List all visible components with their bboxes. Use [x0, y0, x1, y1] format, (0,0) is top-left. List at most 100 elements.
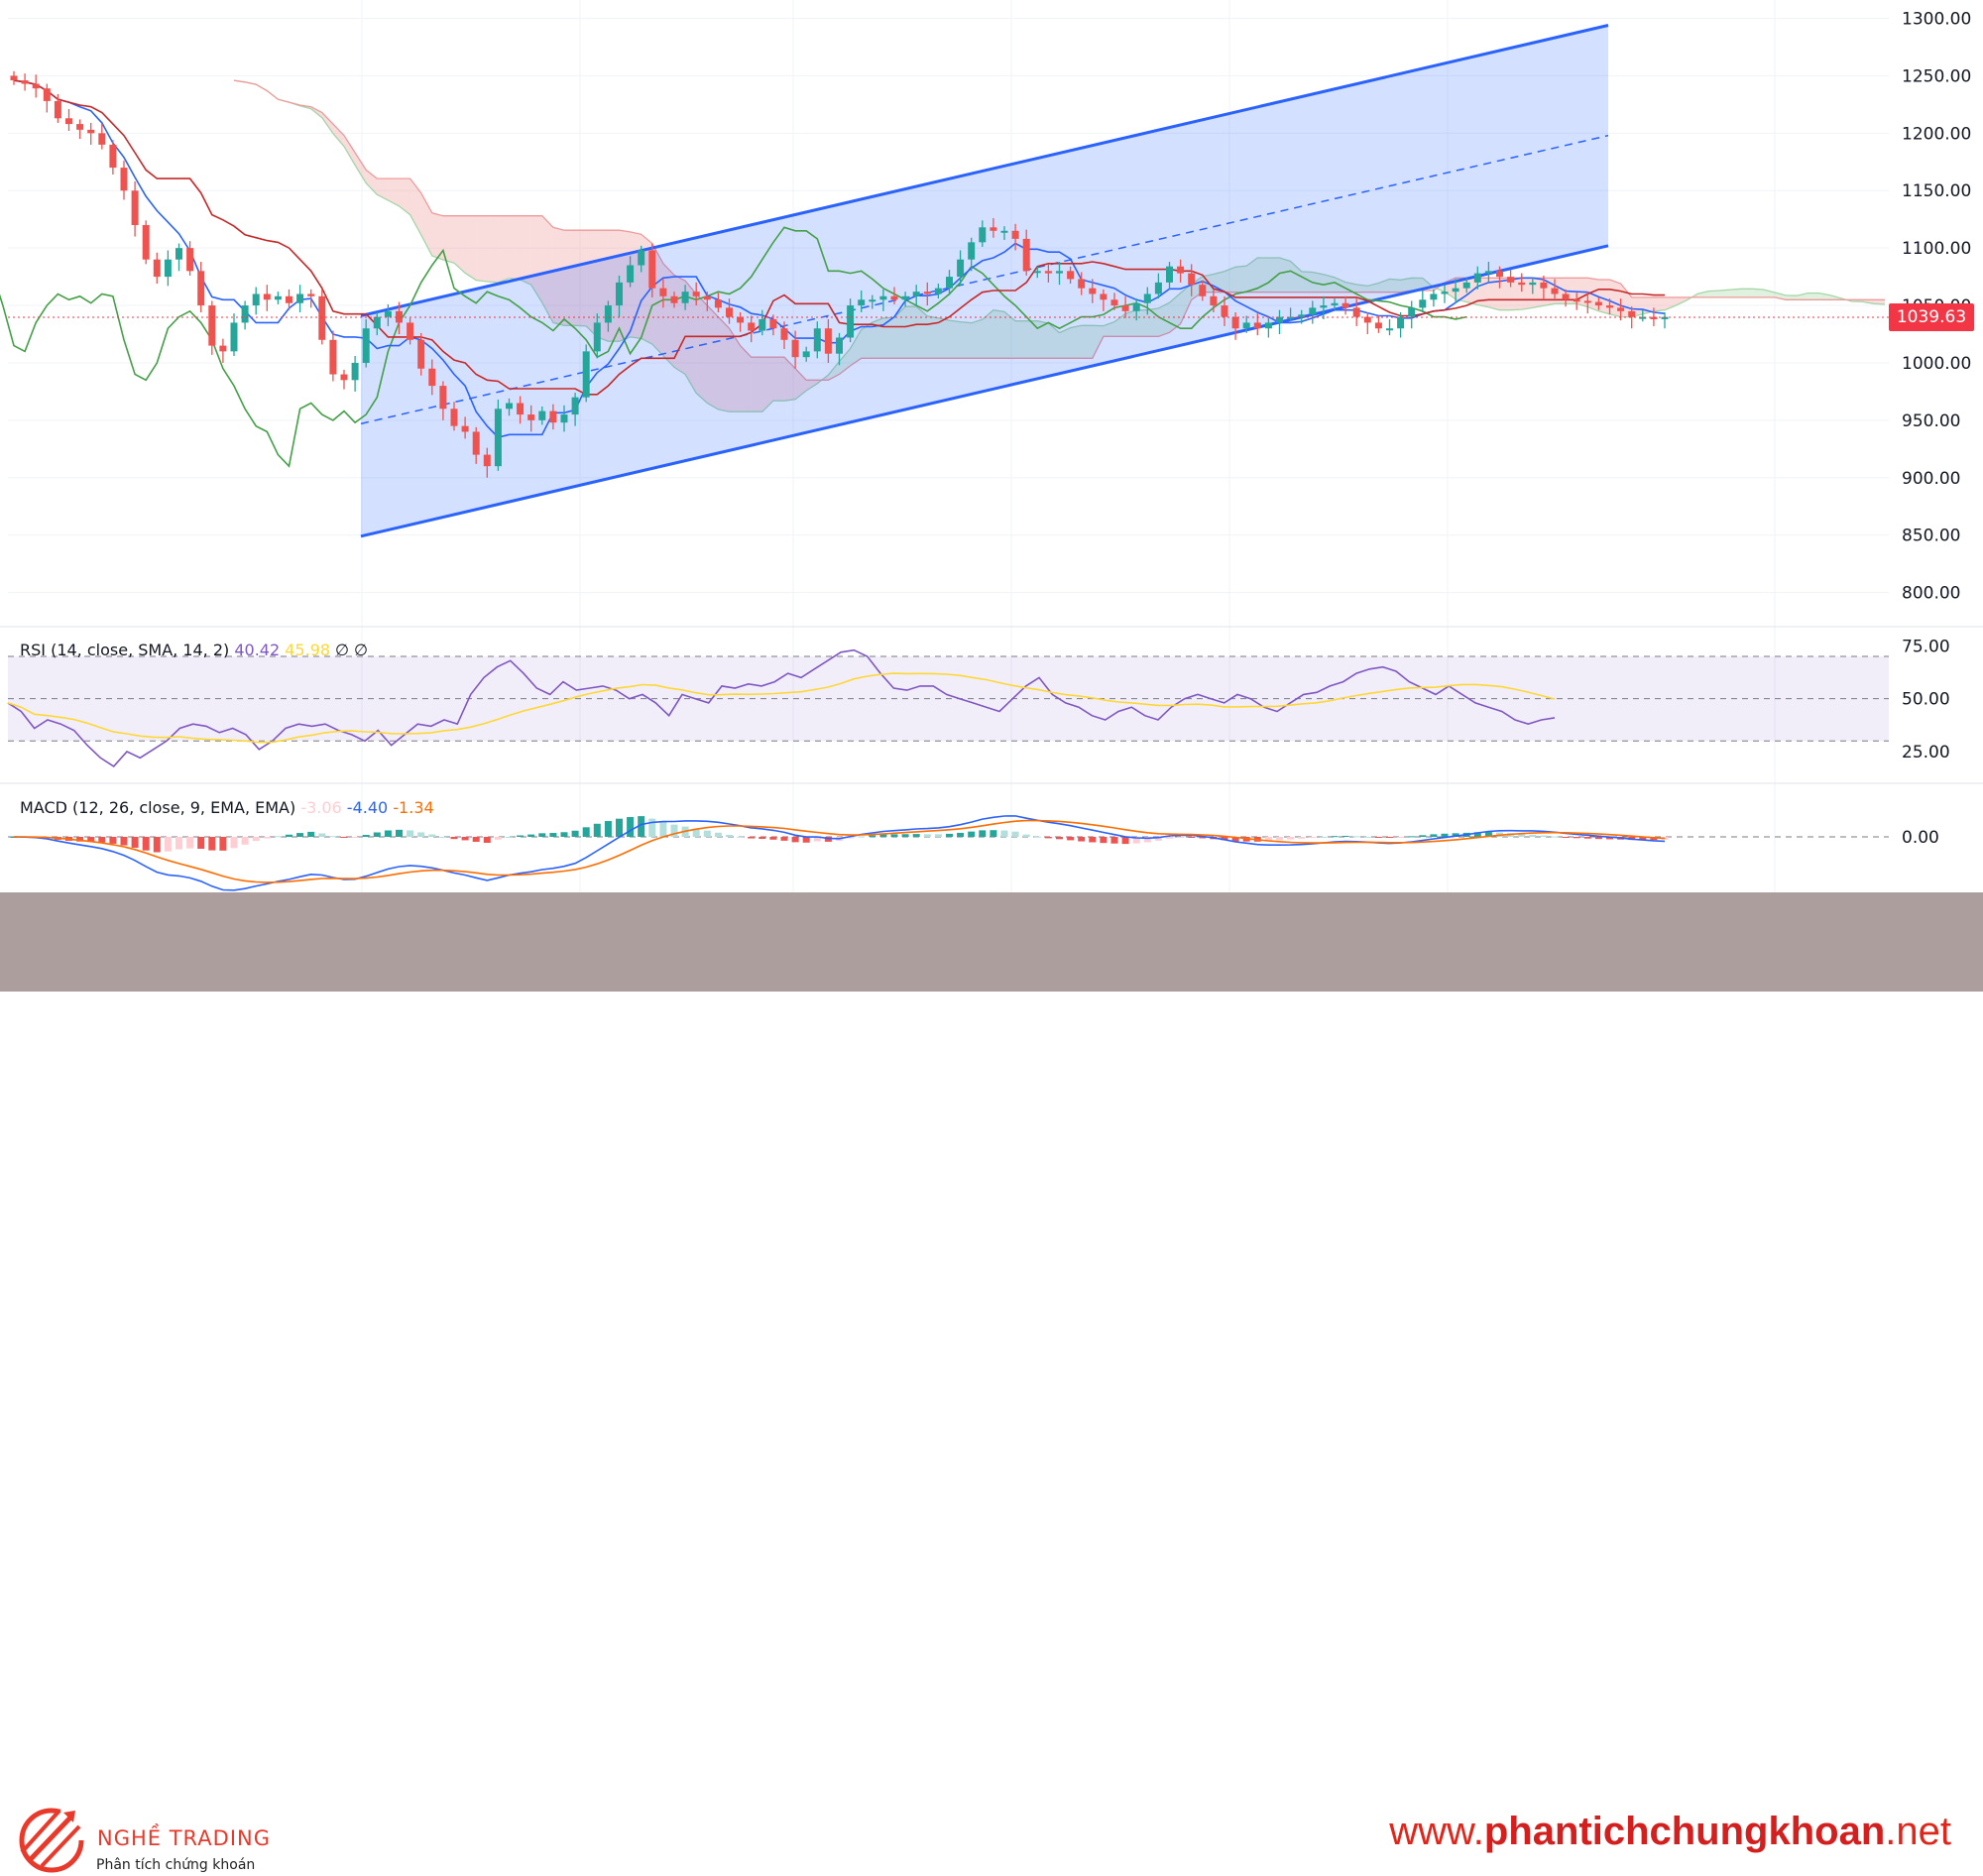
- chart-svg[interactable]: 1300.001250.001200.001150.001100.001050.…: [0, 0, 1983, 892]
- macd-histogram-bar: [1639, 837, 1647, 841]
- candle-body: [879, 295, 887, 300]
- ichimoku-cloud-segment: [1510, 278, 1522, 310]
- ichimoku-cloud-segment: [1312, 272, 1324, 293]
- macd-histogram-bar: [1529, 834, 1537, 837]
- macd-histogram-bar: [362, 835, 370, 837]
- ichimoku-cloud-segment: [1004, 311, 1016, 359]
- candle-body: [54, 100, 61, 119]
- macd-histogram-bar: [1518, 834, 1526, 837]
- ichimoku-cloud-segment: [992, 309, 1004, 359]
- macd-histogram-bar: [560, 832, 568, 837]
- candle-body: [1496, 271, 1503, 278]
- macd-histogram-bar: [1452, 833, 1459, 837]
- macd-histogram-bar: [627, 817, 635, 837]
- brand-tagline: Phân tích chứng khoán: [96, 1857, 256, 1873]
- macd-histogram-bar: [670, 824, 678, 837]
- macd-histogram-bar: [450, 837, 458, 840]
- candle-body: [670, 295, 678, 303]
- macd-histogram-bar: [230, 837, 238, 849]
- macd-histogram-bar: [703, 830, 711, 837]
- ichimoku-cloud-segment: [530, 215, 542, 303]
- candle-body: [329, 339, 337, 375]
- macd-histogram-bar: [1331, 836, 1339, 838]
- candle-body: [549, 410, 557, 423]
- candle-body: [43, 88, 51, 101]
- candle-body: [1011, 230, 1019, 239]
- macd-histogram-bar: [912, 834, 920, 837]
- ichimoku-cloud-segment: [552, 227, 564, 326]
- macd-histogram-bar: [1484, 832, 1492, 837]
- candle-body: [186, 248, 194, 272]
- ichimoku-cloud-segment: [431, 212, 443, 261]
- ichimoku-cloud-segment: [1136, 309, 1148, 337]
- price-axis-tick: 1200.00: [1902, 124, 1971, 144]
- macd-histogram-bar: [219, 837, 227, 851]
- candle-body: [1199, 285, 1207, 296]
- macd-histogram-bar: [1386, 837, 1393, 838]
- macd-histogram-bar: [186, 837, 194, 849]
- candle-body: [286, 295, 292, 303]
- candle-body: [252, 293, 260, 306]
- website-url[interactable]: www.phantichchungkhoan.net: [1389, 1810, 1951, 1854]
- ichimoku-cloud-segment: [1246, 257, 1258, 293]
- ichimoku-cloud-segment: [784, 357, 796, 402]
- macd-histogram-bar: [692, 828, 700, 837]
- candle-body: [340, 374, 348, 381]
- candle-body: [1022, 238, 1030, 272]
- candle-body: [197, 271, 205, 306]
- candle-body: [384, 310, 392, 317]
- ichimoku-cloud-segment: [707, 305, 719, 410]
- ichimoku-cloud-segment: [949, 320, 961, 359]
- macd-legend: MACD (12, 26, close, 9, EMA, EMA) -3.06 …: [20, 798, 434, 817]
- senkou-span-b-line: [233, 79, 1885, 381]
- candle-body: [714, 299, 722, 308]
- candle-body: [1089, 288, 1097, 294]
- candle-body: [780, 328, 788, 340]
- ichimoku-cloud-segment: [1521, 278, 1533, 310]
- macd-histogram-bar: [1594, 837, 1602, 840]
- macd-histogram-bar: [990, 830, 997, 837]
- candle-body: [1067, 271, 1075, 280]
- macd-histogram-bar: [296, 833, 304, 837]
- candle-body: [1639, 316, 1647, 319]
- macd-histogram-bar: [1221, 837, 1228, 841]
- macd-histogram-bar: [1166, 837, 1173, 839]
- macd-histogram-bar: [109, 837, 117, 844]
- chikou-span-line: [0, 226, 1467, 468]
- candle-body: [616, 282, 623, 306]
- ichimoku-cloud-segment: [1389, 279, 1401, 293]
- ichimoku-cloud-segment: [321, 112, 333, 134]
- candle-body: [98, 133, 106, 145]
- macd-histogram-bar: [252, 837, 260, 842]
- ichimoku-cloud-segment: [1665, 296, 1677, 310]
- url-domain: phantichchungkhoan: [1483, 1810, 1886, 1853]
- price-axis-tick: 900.00: [1902, 469, 1960, 489]
- candle-body: [1298, 314, 1306, 317]
- ichimoku-cloud-segment: [1268, 257, 1280, 293]
- macd-histogram-bar: [274, 836, 282, 838]
- ichimoku-cloud-segment: [1070, 325, 1082, 359]
- candle-body: [1056, 271, 1063, 274]
- kijun-sen-line: [13, 79, 1665, 396]
- branding-footer: NGHỀ TRADING Phân tích chứng khoán www.p…: [0, 892, 1983, 1873]
- candle-body: [407, 322, 414, 340]
- candle-body: [1287, 316, 1295, 319]
- candle-body: [142, 224, 150, 260]
- macd-histogram-bar: [1309, 837, 1317, 838]
- ichimoku-cloud-segment: [1808, 293, 1819, 300]
- candle-body: [65, 118, 72, 125]
- candle-body: [164, 259, 172, 278]
- candle-body: [858, 299, 866, 306]
- ichimoku-cloud-segment: [1048, 323, 1060, 359]
- macd-histogram-bar: [1276, 837, 1283, 841]
- candle-body: [1507, 277, 1515, 283]
- candle-body: [1033, 271, 1041, 274]
- macd-histogram-bar: [648, 818, 656, 837]
- chart-area[interactable]: 1300.001250.001200.001150.001100.001050.…: [0, 0, 1983, 892]
- ichimoku-cloud-segment: [1114, 313, 1126, 337]
- macd-histogram-bar: [538, 833, 546, 837]
- macd-histogram-bar: [384, 830, 392, 837]
- candle-body: [813, 328, 821, 352]
- candle-body: [1452, 288, 1459, 293]
- ichimoku-cloud-segment: [718, 316, 730, 412]
